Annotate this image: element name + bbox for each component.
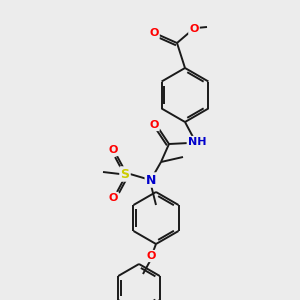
Text: O: O xyxy=(108,193,118,203)
Text: NH: NH xyxy=(188,137,206,147)
Text: O: O xyxy=(108,145,118,155)
Text: O: O xyxy=(146,251,156,261)
Text: O: O xyxy=(149,28,159,38)
Text: N: N xyxy=(146,173,156,187)
Text: O: O xyxy=(189,24,199,34)
Text: S: S xyxy=(121,167,130,181)
Text: O: O xyxy=(149,120,159,130)
